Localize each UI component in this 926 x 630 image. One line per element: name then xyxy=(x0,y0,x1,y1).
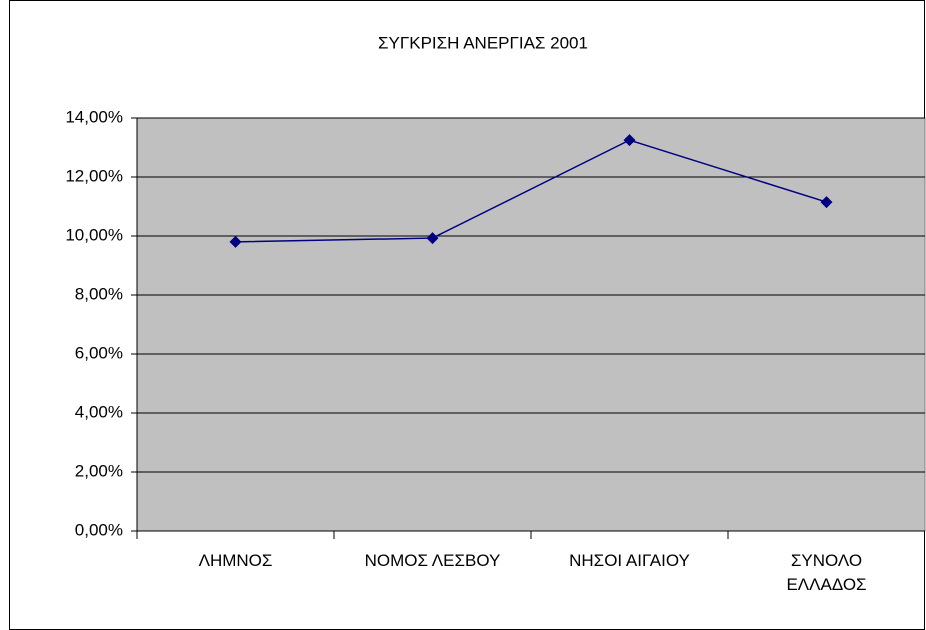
chart-title: ΣΥΓΚΡΙΣΗ ΑΝΕΡΓΙΑΣ 2001 xyxy=(378,33,588,52)
marker xyxy=(426,232,439,245)
x-tick-label: ΣΥΝΟΛΟ ΕΛΛΑΔΟΣ xyxy=(786,551,867,594)
x-tick-label: ΝΟΜΟΣ ΛΕΣΒΟΥ xyxy=(364,551,501,570)
y-tick-label: 10,00% xyxy=(65,225,123,244)
x-tick-label: ΝΗΣΟΙ ΑΙΓΑΙΟΥ xyxy=(569,551,690,570)
y-tick-label: 4,00% xyxy=(75,402,123,421)
plot-area xyxy=(136,117,926,532)
marker xyxy=(820,196,833,209)
line xyxy=(235,139,827,243)
y-tick-label: 2,00% xyxy=(75,461,123,480)
y-tick-label: 14,00% xyxy=(65,107,123,126)
y-tick-label: 12,00% xyxy=(65,166,123,185)
marker xyxy=(623,134,636,147)
marker xyxy=(229,235,242,248)
x-tick-label: ΛΗΜΝΟΣ xyxy=(198,551,273,570)
y-tick-label: 6,00% xyxy=(75,343,123,362)
y-tick-label: 0,00% xyxy=(75,520,123,539)
y-tick-label: 8,00% xyxy=(75,284,123,303)
